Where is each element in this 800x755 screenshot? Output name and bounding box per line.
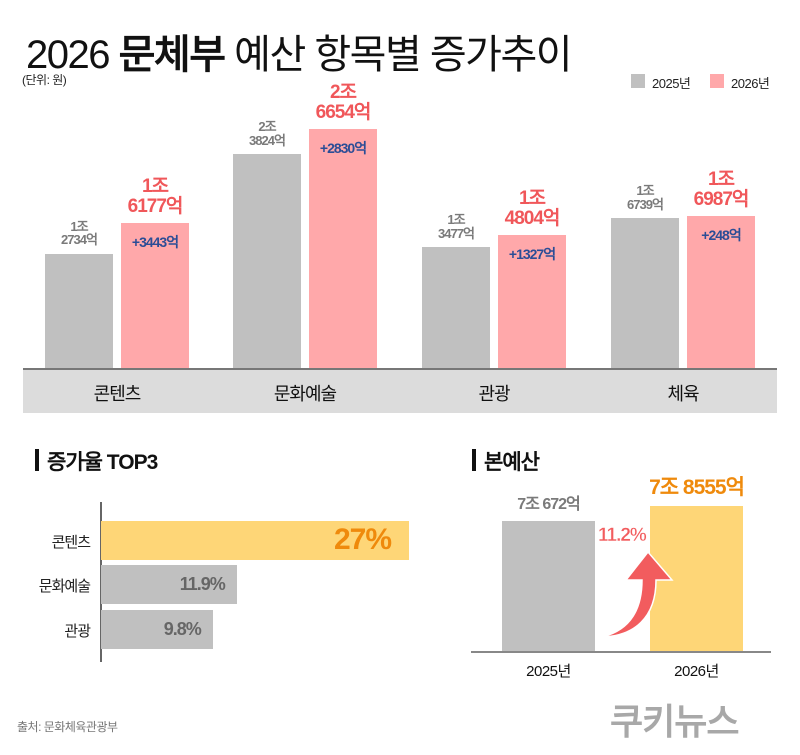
top3-category-label: 콘텐츠: [51, 534, 91, 551]
bar-2026-3: [687, 215, 755, 368]
value-label-2026: 1조 4804억: [504, 188, 561, 230]
difference-label: +3443억: [131, 233, 179, 250]
top3-value-label: 27%: [333, 523, 392, 557]
difference-label: +248억: [701, 226, 741, 243]
top3-category-label: 문화예술: [38, 578, 91, 595]
category-label: 관광: [478, 384, 510, 404]
title-bold: 문체부: [118, 33, 226, 77]
budget-category-label: 2026년: [674, 663, 719, 680]
growth-arrow-icon: [601, 550, 674, 638]
section-title-budget: 본예산: [484, 451, 540, 474]
bar-2026-0: [121, 222, 189, 368]
value-label-2026: 1조 6987억: [693, 168, 750, 210]
top3-value-label: 9.8%: [163, 619, 202, 640]
legend-swatch-2025: [631, 74, 645, 88]
section-title-top3: 증가율 TOP3: [47, 451, 158, 474]
budget-category-label: 2025년: [526, 663, 571, 680]
section-marker-budget: [472, 449, 476, 471]
bar-2026-2: [498, 235, 566, 368]
source-note: 출처: 문화체육관광부: [17, 720, 118, 734]
budget-baseline: [471, 651, 771, 653]
bar-2025-3: [611, 217, 679, 368]
legend-label-2026: 2026년: [731, 76, 770, 91]
budget-value-label: 7조 672억: [517, 495, 580, 513]
legend-label-2025: 2025년: [652, 76, 691, 91]
value-label-2026: 1조 6177억: [127, 175, 184, 217]
value-label-2025: 1조 2734억: [61, 218, 98, 248]
title-year: 2026: [26, 33, 110, 77]
category-label: 체육: [667, 384, 699, 404]
top3-value-label: 11.9%: [179, 574, 226, 595]
category-axis-strip: [23, 368, 777, 413]
legend-swatch-2026: [710, 74, 724, 88]
bar-2026-1: [309, 129, 377, 368]
bar-2025-1: [233, 154, 301, 368]
category-label: 콘텐츠: [93, 384, 142, 404]
title-rest: 예산 항목별 증가추이: [234, 33, 572, 77]
value-label-2025: 1조 6739억: [627, 182, 664, 212]
bar-2025-0: [45, 253, 113, 368]
top3-bar: [101, 610, 213, 649]
budget-bar-0: [502, 520, 595, 651]
top3-category-label: 관광: [64, 623, 91, 640]
difference-label: +1327억: [508, 246, 556, 263]
growth-rate-label: 11.2%: [598, 525, 647, 546]
budget-value-label: 7조 8555억: [649, 476, 745, 499]
top3-bar: [101, 565, 237, 604]
value-label-2025: 1조 3477억: [438, 212, 475, 241]
top3-bar: [101, 521, 409, 560]
value-label-2026: 2조 6654억: [315, 82, 372, 123]
page-title: 2026 문체부 예산 항목별 증가추이: [26, 22, 573, 80]
bar-2025-2: [422, 247, 490, 368]
unit-note: (단위: 원): [22, 73, 67, 87]
category-label: 문화예술: [273, 384, 337, 404]
section-marker-top3: [35, 449, 39, 471]
difference-label: +2830억: [319, 140, 367, 156]
value-label-2025: 2조 3824억: [249, 119, 286, 149]
publisher-logo: 쿠키뉴스: [610, 701, 739, 742]
